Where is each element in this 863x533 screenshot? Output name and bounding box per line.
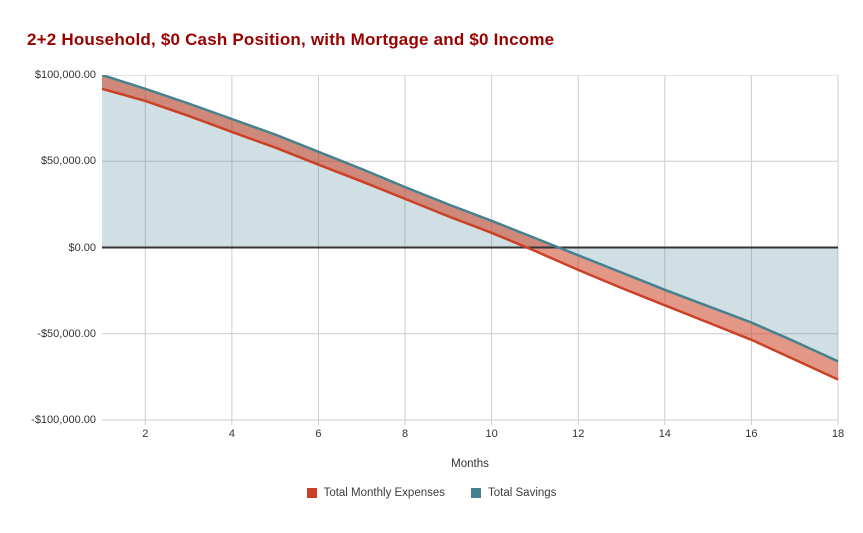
legend-label-expenses: Total Monthly Expenses [323, 487, 446, 499]
legend-label-savings: Total Savings [488, 487, 557, 499]
x-tick-label: 8 [401, 428, 409, 440]
y-tick-label: $50,000.00 [40, 155, 96, 168]
plot-svg [101, 73, 839, 425]
y-tick-label: -$50,000.00 [37, 327, 96, 340]
x-tick-label: 2 [142, 428, 149, 440]
y-tick-label: -$100,000.00 [31, 414, 96, 426]
x-tick-label: 10 [485, 428, 498, 440]
legend-item-total-monthly-expenses[interactable]: Total Monthly Expenses [306, 487, 446, 499]
expenses-line [101, 87, 839, 381]
savings-line [101, 73, 839, 363]
x-tick-label: 6 [315, 428, 322, 440]
y-tick-label: $100,000.00 [34, 69, 96, 81]
legend: Total Monthly Expenses Total Savings [0, 487, 863, 499]
x-tick-label: 16 [745, 428, 758, 440]
chart-title: 2+2 Household, $0 Cash Position, with Mo… [27, 30, 555, 49]
x-tick-label: 18 [831, 428, 845, 440]
x-axis-title: Months [451, 458, 489, 470]
x-tick-label: 14 [658, 428, 671, 440]
plot-area [101, 73, 842, 427]
legend-swatch-savings-icon [471, 488, 482, 498]
legend-swatch-expenses-icon [306, 488, 317, 498]
legend-item-total-savings[interactable]: Total Savings [471, 487, 556, 499]
x-tick-label: 4 [228, 428, 235, 440]
y-tick-label: $0.00 [68, 241, 96, 254]
x-tick-label: 12 [572, 428, 585, 440]
